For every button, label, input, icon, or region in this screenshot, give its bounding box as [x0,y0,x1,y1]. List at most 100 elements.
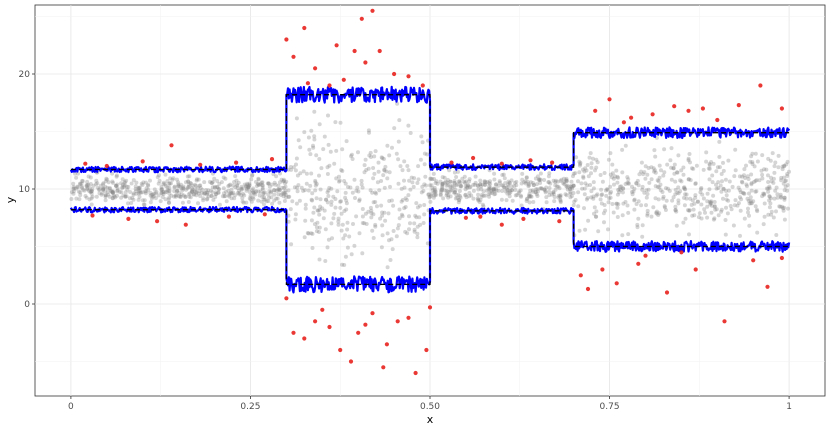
outside-point [679,250,684,255]
scatter-point [85,179,90,184]
scatter-point [90,194,95,199]
scatter-point [425,241,430,246]
scatter-point [283,188,288,193]
outside-point [686,108,691,113]
scatter-point [678,189,683,194]
scatter-point [284,192,288,197]
scatter-point [771,176,776,181]
scatter-point [476,198,481,203]
scatter-point [497,179,502,184]
scatter-point [159,185,164,189]
scatter-point [394,234,399,239]
scatter-point [692,213,697,218]
scatter-point [217,181,222,186]
scatter-point [682,203,687,208]
scatter-point [782,217,787,222]
scatter-point [226,193,231,198]
scatter-point [439,189,443,194]
scatter-point [122,184,127,189]
scatter-point [519,203,524,208]
scatter-point [749,201,754,206]
outside-point [715,117,720,123]
scatter-point [502,176,507,181]
scatter-point [610,171,615,176]
scatter-point [178,194,183,199]
scatter-point [620,233,625,238]
scatter-point [674,209,679,214]
scatter-point [80,179,85,184]
scatter-point [320,206,325,211]
scatter-point [97,187,101,192]
scatter-point [458,195,463,200]
scatter-point [294,116,299,121]
scatter-point [71,191,76,196]
scatter-point [279,177,284,182]
outside-point [363,322,368,327]
scatter-point [611,210,616,215]
scatter-point [115,188,120,193]
scatter-point [165,185,170,190]
scatter-point [544,200,549,205]
scatter-point [163,190,168,195]
outside-point [765,284,770,289]
scatter-point [343,195,348,200]
scatter-point [455,196,460,200]
scatter-point [266,192,271,197]
scatter-point [371,176,376,181]
scatter-point [353,196,357,200]
scatter-point [185,174,190,179]
scatter-point [261,191,266,196]
scatter-point [339,228,344,233]
scatter-point [620,190,625,195]
scatter-point [210,190,215,195]
scatter-point [509,178,514,183]
scatter-point [618,188,623,192]
scatter-point [276,192,281,197]
scatter-point [89,202,94,207]
scatter-point [733,168,738,173]
scatter-point [739,197,744,202]
scatter-point [306,188,311,193]
scatter-point [115,186,120,191]
outside-point [348,359,354,364]
scatter-point [103,194,108,199]
scatter-point [712,204,717,209]
scatter-point [120,177,125,182]
scatter-point [336,219,341,224]
scatter-point [301,188,306,193]
scatter-point [651,166,656,171]
scatter-point [527,183,532,188]
scatter-point [509,184,514,189]
scatter-point [327,163,332,168]
scatter-point [325,172,330,176]
scatter-point [201,196,206,201]
scatter-point [310,231,315,236]
scatter-point [750,162,755,166]
scatter-point [515,193,520,197]
scatter-point [382,168,387,173]
scatter-point [266,199,271,204]
scatter-point [246,185,251,190]
scatter-point [615,215,620,219]
scatter-point [88,175,93,180]
scatter-point [510,188,515,193]
scatter-point [538,186,543,191]
scatter-point [134,180,139,185]
scatter-point [128,190,133,194]
scatter-point [428,183,432,188]
scatter-point [273,182,278,187]
outside-point [413,370,418,376]
scatter-point [215,185,220,190]
scatter-point [373,149,378,154]
scatter-point [243,184,248,189]
scatter-point [408,187,413,192]
scatter-point [581,167,585,172]
scatter-point [313,188,318,193]
scatter-point [635,178,640,183]
scatter-point [676,201,681,206]
scatter-point [764,167,769,172]
scatter-point [262,195,267,200]
scatter-point [589,171,593,176]
scatter-point [76,189,81,194]
